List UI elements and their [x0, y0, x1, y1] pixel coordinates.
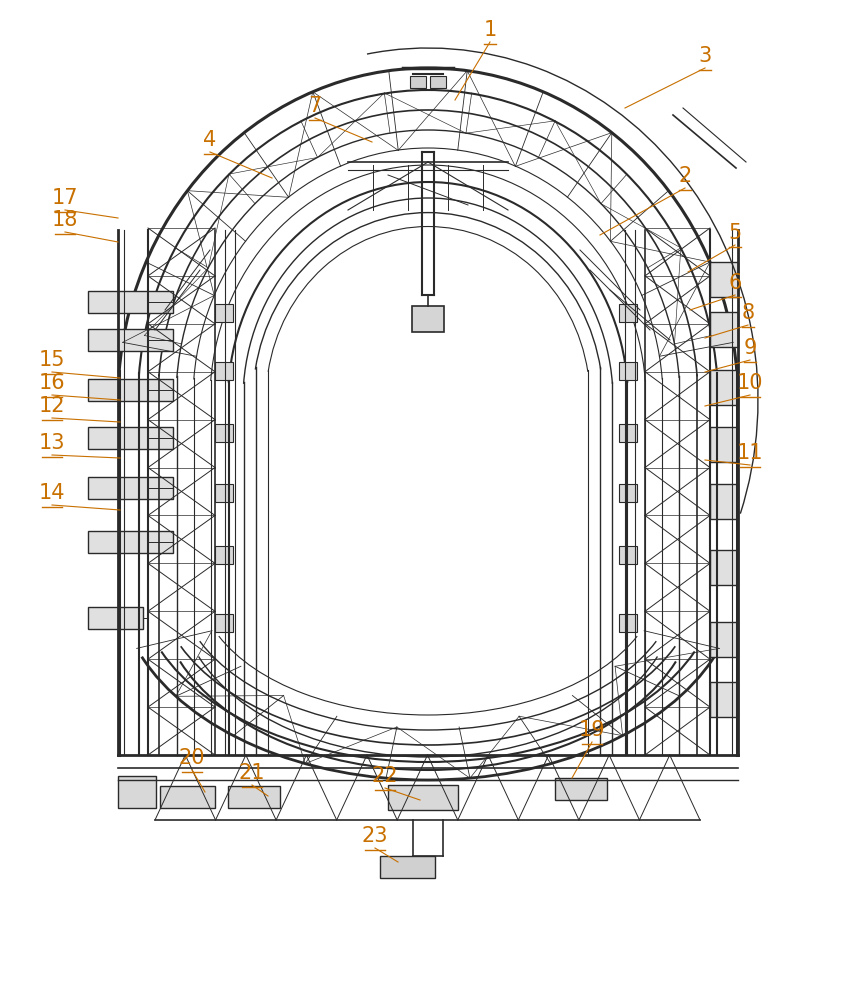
- Bar: [88, 607, 143, 629]
- Bar: [710, 682, 738, 717]
- Bar: [412, 306, 444, 332]
- Bar: [710, 427, 738, 462]
- Text: 21: 21: [239, 763, 266, 783]
- Bar: [88, 379, 173, 401]
- Bar: [88, 477, 173, 499]
- Bar: [619, 362, 637, 380]
- Bar: [430, 76, 446, 88]
- Bar: [88, 427, 173, 449]
- Bar: [710, 312, 738, 347]
- Bar: [619, 546, 637, 564]
- Text: 15: 15: [39, 350, 65, 370]
- Text: 11: 11: [737, 443, 764, 463]
- Bar: [619, 614, 637, 632]
- Bar: [215, 546, 233, 564]
- Text: 14: 14: [39, 483, 65, 503]
- Bar: [88, 291, 173, 313]
- Text: 7: 7: [309, 96, 321, 116]
- Text: 5: 5: [728, 223, 741, 243]
- Bar: [710, 550, 738, 585]
- Bar: [215, 614, 233, 632]
- Text: 10: 10: [737, 373, 764, 393]
- Bar: [555, 778, 607, 800]
- Bar: [215, 484, 233, 502]
- Text: 3: 3: [698, 46, 711, 66]
- Bar: [215, 304, 233, 322]
- Bar: [710, 484, 738, 519]
- Text: 22: 22: [372, 766, 399, 786]
- Bar: [710, 262, 738, 297]
- Bar: [215, 362, 233, 380]
- Bar: [388, 785, 458, 810]
- Bar: [215, 424, 233, 442]
- Bar: [228, 786, 280, 808]
- Bar: [88, 531, 173, 553]
- Bar: [710, 622, 738, 657]
- Text: 19: 19: [578, 720, 605, 740]
- Text: 4: 4: [203, 130, 217, 150]
- Text: 12: 12: [39, 396, 65, 416]
- Text: 20: 20: [179, 748, 205, 768]
- Bar: [619, 484, 637, 502]
- Text: 6: 6: [728, 273, 741, 293]
- Bar: [160, 786, 215, 808]
- Bar: [88, 329, 173, 351]
- Text: 2: 2: [679, 166, 692, 186]
- Text: 1: 1: [483, 20, 496, 40]
- Bar: [380, 856, 435, 878]
- Text: 8: 8: [741, 303, 754, 323]
- Bar: [118, 776, 156, 808]
- Bar: [710, 370, 738, 405]
- Bar: [410, 76, 426, 88]
- Text: 17: 17: [51, 188, 78, 208]
- Bar: [619, 424, 637, 442]
- Text: 18: 18: [51, 210, 78, 230]
- Text: 13: 13: [39, 433, 65, 453]
- Bar: [619, 304, 637, 322]
- Text: 16: 16: [39, 373, 65, 393]
- Text: 23: 23: [362, 826, 388, 846]
- Text: 9: 9: [743, 338, 757, 358]
